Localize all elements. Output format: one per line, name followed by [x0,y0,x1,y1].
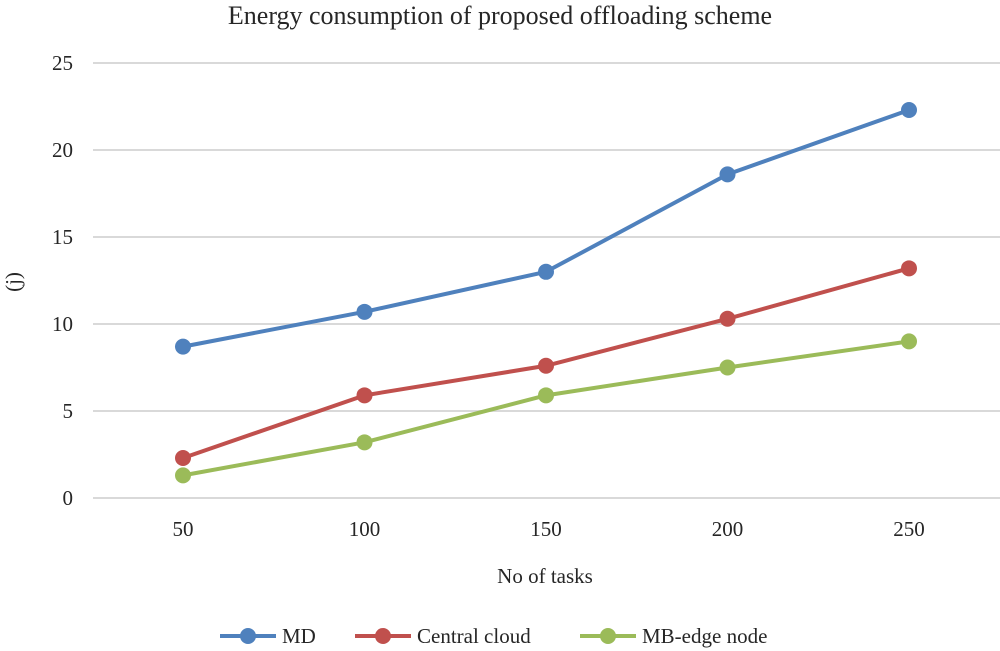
y-tick-label: 20 [52,138,73,162]
legend-label: Central cloud [417,624,531,648]
y-tick-label: 5 [63,399,74,423]
x-tick-label: 50 [173,517,194,541]
data-point [175,467,191,484]
x-axis-title: No of tasks [497,564,593,588]
y-axis-title: (j) [1,272,25,292]
legend-marker [600,628,616,644]
data-point [175,338,191,355]
x-tick-label: 200 [712,517,744,541]
data-point [175,449,191,466]
series-group [175,101,917,484]
x-tick-label: 250 [893,517,925,541]
legend-marker [240,628,256,644]
data-point [538,357,554,374]
data-point [356,303,373,320]
data-point [356,387,373,404]
series-line [181,107,911,349]
data-point [719,310,736,327]
legend-item: MD [220,624,316,648]
x-tick-label: 100 [349,517,381,541]
legend-item: MB-edge node [580,624,767,648]
y-tick-label: 0 [63,486,74,510]
legend-item: Central cloud [355,624,531,648]
legend-label: MB-edge node [642,624,767,648]
data-point [719,359,736,376]
legend-marker [375,628,391,644]
chart-title: Energy consumption of proposed offloadin… [228,1,772,30]
legend-label: MD [282,624,316,648]
gridlines [93,62,1000,499]
y-axis-ticks: 0 5 10 15 20 25 [52,51,73,510]
data-point [901,333,917,350]
y-tick-label: 15 [52,225,73,249]
data-point [538,387,554,404]
series-central-cloud [175,260,917,466]
legend: MD Central cloud MB-edge node [220,624,767,648]
data-point [901,260,917,277]
x-axis-ticks: 50 100 150 200 250 [173,517,925,541]
data-point [538,263,554,280]
series-mb-edge-node [175,333,917,484]
series-md [175,101,917,355]
data-point [719,166,736,183]
y-tick-label: 25 [52,51,73,75]
y-tick-label: 10 [52,312,73,336]
data-point [901,101,917,118]
x-tick-label: 150 [530,517,562,541]
data-point [356,434,373,451]
